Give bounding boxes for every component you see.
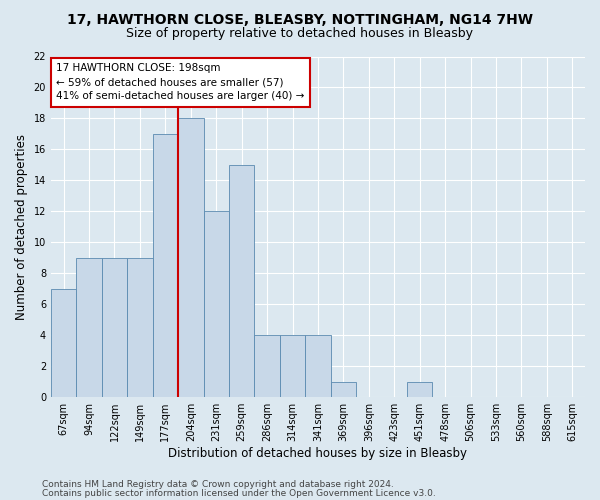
Y-axis label: Number of detached properties: Number of detached properties (15, 134, 28, 320)
Bar (407, 382, 433, 397)
Bar (178, 118, 203, 397)
Text: Contains public sector information licensed under the Open Government Licence v3: Contains public sector information licen… (42, 488, 436, 498)
Bar (76, 258, 102, 397)
Bar (229, 165, 254, 397)
Bar (51, 289, 76, 397)
Bar (305, 336, 331, 397)
Text: 17, HAWTHORN CLOSE, BLEASBY, NOTTINGHAM, NG14 7HW: 17, HAWTHORN CLOSE, BLEASBY, NOTTINGHAM,… (67, 12, 533, 26)
X-axis label: Distribution of detached houses by size in Bleasby: Distribution of detached houses by size … (169, 447, 467, 460)
Text: Contains HM Land Registry data © Crown copyright and database right 2024.: Contains HM Land Registry data © Crown c… (42, 480, 394, 489)
Bar (152, 134, 178, 397)
Bar (254, 336, 280, 397)
Bar (203, 212, 229, 397)
Text: 17 HAWTHORN CLOSE: 198sqm
← 59% of detached houses are smaller (57)
41% of semi-: 17 HAWTHORN CLOSE: 198sqm ← 59% of detac… (56, 64, 305, 102)
Bar (331, 382, 356, 397)
Text: Size of property relative to detached houses in Bleasby: Size of property relative to detached ho… (127, 28, 473, 40)
Bar (102, 258, 127, 397)
Bar (280, 336, 305, 397)
Bar (127, 258, 152, 397)
